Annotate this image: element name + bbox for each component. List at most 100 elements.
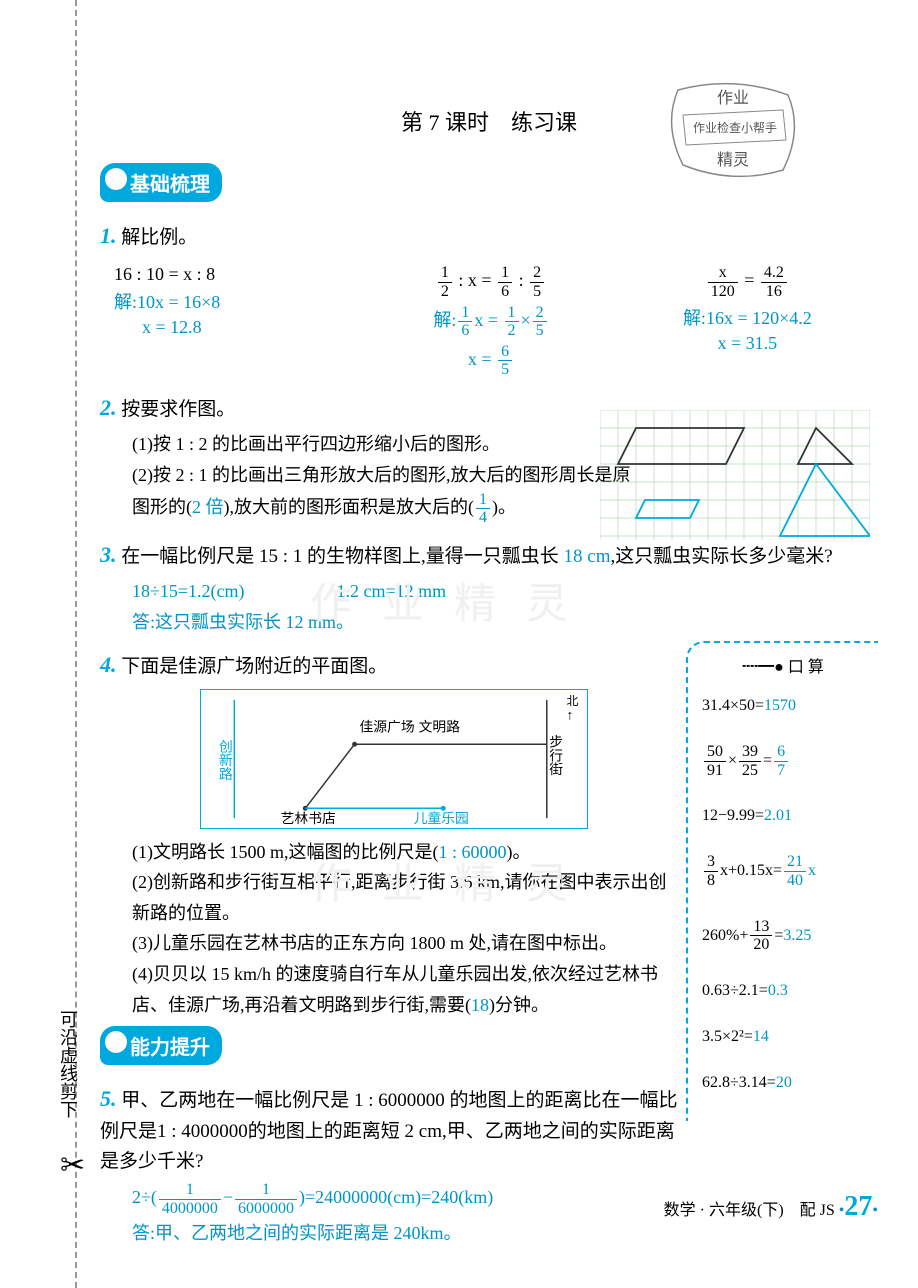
q4-l4: (4)贝贝以 15 km/h 的速度骑自行车从儿童乐园出发,依次经过艺林书店、佳… [132,959,678,1020]
f: 13 [750,918,772,937]
f: 3 [704,853,718,872]
stamp-icon: 作业 作业检查小帮手 精灵 [658,75,808,185]
f: 2 [533,304,547,323]
t: x = [468,349,496,369]
q1c3-s2: x = 31.5 [627,333,868,354]
q3-text: 在一幅比例尺是 15 : 1 的生物样图上,量得一只瓢虫长 18 cm,这只瓢虫… [121,546,832,567]
q1-num: 1. [100,223,117,248]
a: 1 : 60000 [438,842,506,862]
t: × [728,752,737,769]
f: 1 [498,264,512,283]
k3: 12−9.99=2.01 [702,807,872,825]
q1c2-s1: 解:16x = 12×25 [370,304,611,340]
f: 4 [476,509,490,527]
t: )=24000000(cm)=240(km) [299,1188,493,1208]
t: (4)贝贝以 15 km/h 的速度骑自行车从儿童乐园出发,依次经过艺林书店、佳… [132,964,658,1015]
q4-l2: (2)创新路和步行街互相平行,距离步行街 3.6 km,请你在图中表示出创新路的… [132,867,678,928]
q2-l2: (2)按 2 : 1 的比画出三角形放大后的图形,放大后的图形周长是原图形的(2… [132,460,642,527]
t: )。 [492,497,516,517]
q1c3-s1: 解:16x = 120×4.2 [627,304,868,330]
f: 2 [530,264,544,283]
section-basics: 基础梳理 [100,163,222,202]
f: 7 [774,762,788,780]
f: 1 [505,304,519,323]
kou-title: ┉━● 口 算 [694,653,872,677]
t: 3.5×2²= [702,1028,753,1045]
q1-col2: 12 : x = 16 : 25 解:16x = 12×25 x = 65 [370,261,611,382]
svg-text:作业检查小帮手: 作业检查小帮手 [693,120,777,135]
a: 2.01 [764,807,792,824]
f: 21 [784,853,806,872]
k8: 62.8÷3.14=20 [702,1074,872,1092]
f: 91 [704,762,726,780]
q5-num: 5. [100,1086,117,1111]
svg-text:佳源广场: 佳源广场 [360,719,415,734]
svg-text:艺林书店: 艺林书店 [281,811,336,826]
q3-num: 3. [100,542,117,567]
k1: 31.4×50=1570 [702,697,872,715]
t: 31.4×50= [702,697,764,714]
t: x = [474,310,502,330]
f: 5 [530,283,544,301]
t: 62.8÷3.14= [702,1074,776,1091]
f: 4.2 [761,264,787,283]
t: − [223,1188,233,1208]
svg-text:儿童乐园: 儿童乐园 [414,810,469,826]
f: 6 [498,343,512,362]
f: 16 [761,283,787,301]
q1-text: 解比例。 [121,227,197,248]
q2-grid [600,410,870,540]
t: = [740,271,759,291]
f: 6000000 [235,1200,297,1218]
q1c2-eq: 12 : x = 16 : 25 [370,264,611,300]
t: 0.63÷2.1= [702,982,768,999]
f: 1 [159,1181,221,1200]
k6: 0.63÷2.1=0.3 [702,982,872,1000]
q5-a1: 2÷(14000000−16000000)=24000000(cm)=240(k… [132,1181,678,1217]
q5-a2: 答:甲、乙两地之间的实际距离是 240km。 [132,1218,678,1249]
f: 4000000 [159,1200,221,1218]
f: 2 [505,322,519,340]
page-title: 第 7 课时 练习课 [401,110,577,135]
f: 6 [458,322,472,340]
k5: 260%+1320=3.25 [702,918,872,954]
t: 在一幅比例尺是 15 : 1 的生物样图上,量得一只瓢虫长 [121,546,563,567]
t: )。 [507,842,531,862]
t: = [763,752,772,769]
q3-a3: 答:这只瓢虫实际长 12 mm。 [132,607,878,638]
f: 5 [533,322,547,340]
page-number: 27 [844,1191,872,1222]
f: 1 [235,1181,297,1200]
q2-text: 按要求作图。 [121,399,235,420]
svg-text:文明路: 文明路 [419,719,461,734]
q3-a1: 18÷15=1.2(cm) [132,576,332,607]
footer: 数学 · 六年级(下) 配 JS •27• [664,1191,878,1223]
f: x [708,264,738,283]
q3-a2: 1.2 cm=12 mm [337,581,447,601]
t: 2÷( [132,1188,157,1208]
t: ),放大前的图形面积是放大后的( [224,497,475,517]
kousuan-box: ┉━● 口 算 31.4×50=1570 5091×3925=67 12−9.9… [686,641,878,1121]
f: 1 [476,491,490,510]
a: 3.25 [783,926,811,943]
cut-label: 可沿虚线剪下 [55,1010,81,1118]
f: 40 [784,872,806,890]
ans: 2 倍 [192,497,224,517]
q2-num: 2. [100,395,117,420]
q4-l1: (1)文明路长 1500 m,这幅图的比例尺是(1 : 60000)。 [132,837,678,868]
t: 解: [433,310,456,330]
svg-text:步行街: 步行街 [547,734,563,776]
t: 18 cm [564,546,611,567]
q4-text: 下面是佳源广场附近的平面图。 [121,656,387,677]
q1c1-s1: 解:10x = 16×8 [114,288,355,314]
m: : [514,271,528,291]
q5-text: 甲、乙两地在一幅比例尺是 1 : 6000000 的地图上的距离比在一幅比例尺是… [100,1090,678,1172]
svg-text:精灵: 精灵 [717,151,749,169]
k2: 5091×3925=67 [702,743,872,779]
f: 20 [750,936,772,954]
svg-text:作业: 作业 [717,89,749,107]
footer-text: 数学 · 六年级(下) 配 JS [664,1202,835,1219]
f: 6 [498,283,512,301]
f: 6 [774,743,788,762]
scissors-icon: ✂ [60,1148,85,1183]
